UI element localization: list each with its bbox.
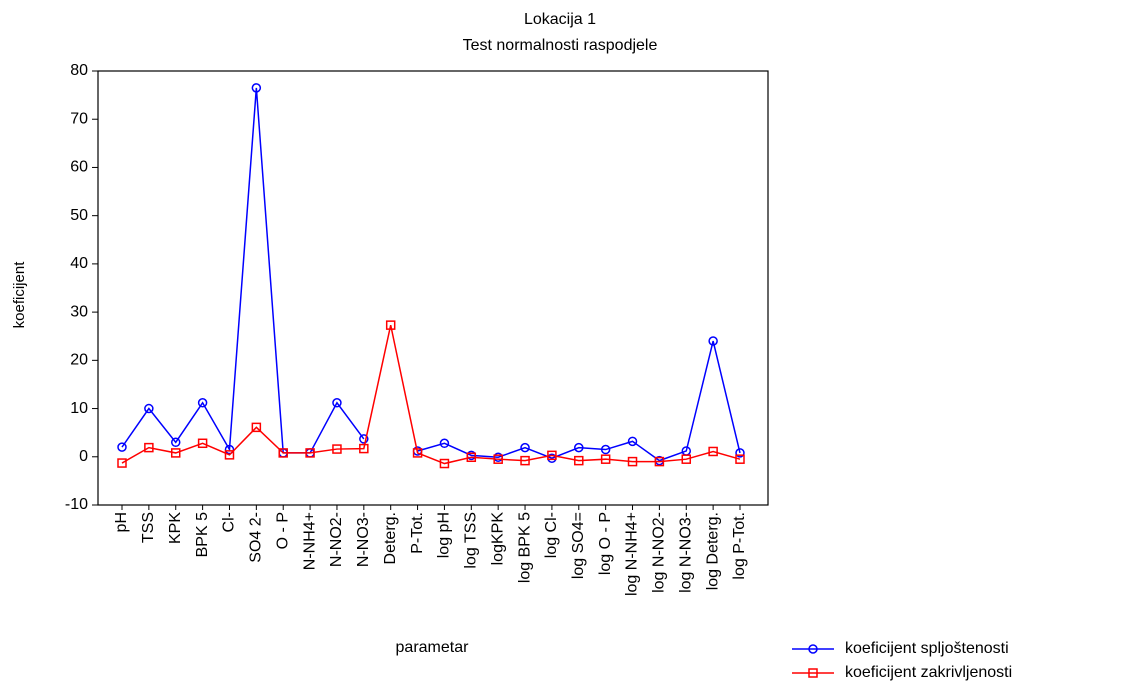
x-tick-label: log P-Tot. (731, 512, 748, 580)
point (574, 455, 584, 466)
plot-frame (97, 70, 769, 506)
x-axis-label: parametar (396, 639, 470, 656)
point (439, 438, 450, 449)
point (600, 454, 611, 464)
point (224, 444, 235, 455)
point (466, 452, 477, 463)
point (251, 83, 262, 93)
x-tick-label: N-NH4+ (301, 512, 318, 570)
y-tick-label: 30 (70, 303, 88, 320)
point (493, 454, 503, 464)
series-line (121, 87, 741, 462)
legend-label: koeficijent zakrivljenosti (845, 664, 1012, 681)
x-tick-label: log Deterg. (704, 512, 721, 590)
point (197, 438, 208, 449)
x-tick-label: pH (113, 512, 130, 532)
point (547, 450, 557, 461)
point (627, 456, 638, 467)
chart-title: Lokacija 1 (524, 11, 596, 28)
y-tick-label: 10 (70, 400, 88, 417)
point (197, 398, 208, 408)
legend-marker (808, 644, 818, 654)
y-tick-label: 80 (70, 62, 88, 79)
x-tick-label: BPK 5 (194, 512, 211, 557)
chart-subtitle: Test normalnosti raspodjele (463, 37, 658, 54)
point (439, 458, 450, 469)
x-tick-label: Cl- (221, 512, 238, 532)
point (600, 444, 611, 455)
x-tick-label: N-NO3- (355, 512, 372, 567)
legend-marker (808, 668, 818, 678)
x-tick-label: log N-NO2- (651, 512, 668, 593)
point (627, 436, 638, 447)
point (412, 448, 423, 458)
x-tick-label: log pH (436, 512, 453, 558)
point (117, 458, 127, 468)
point (520, 455, 530, 466)
x-tick-label: SO4 2- (248, 512, 265, 563)
x-tick-label: log N-NH4+ (624, 512, 641, 596)
x-tick-label: N-NO2- (328, 512, 345, 567)
point (144, 403, 154, 414)
x-tick-label: log BPK 5 (516, 512, 533, 583)
x-tick-label: Deterg. (382, 512, 399, 564)
x-tick-label: O - P (274, 512, 291, 549)
point (654, 456, 665, 467)
x-tick-label: log Cl- (543, 512, 560, 558)
x-tick-label: logKPK (489, 512, 506, 566)
point (359, 443, 369, 454)
point (251, 422, 262, 433)
point (278, 448, 288, 458)
point (574, 442, 584, 453)
y-tick-label: 60 (70, 159, 88, 176)
y-tick-label: 20 (70, 352, 88, 369)
point (681, 454, 692, 464)
y-tick-label: 40 (70, 255, 88, 272)
point (385, 320, 396, 330)
y-tick-label: 0 (79, 448, 88, 465)
point (170, 448, 181, 458)
y-tick-label: 70 (70, 110, 88, 127)
point (359, 434, 369, 444)
series-line (121, 324, 741, 465)
point (144, 442, 154, 453)
x-tick-label: log N-NO3- (677, 512, 694, 593)
x-tick-label: TSS (140, 512, 157, 543)
y-tick-label: 50 (70, 207, 88, 224)
point (170, 437, 181, 448)
legend-label: koeficijent spljoštenosti (845, 640, 1009, 657)
x-tick-label: KPK (167, 512, 184, 544)
x-tick-label: log SO4= (570, 512, 587, 579)
point (708, 336, 718, 346)
point (332, 444, 342, 454)
x-tick-label: P-Tot. (409, 512, 426, 554)
point (735, 454, 745, 464)
y-axis-label: koeficijent (11, 261, 28, 329)
x-tick-label: log O - P (597, 512, 614, 575)
y-tick-label: -10 (65, 496, 88, 513)
point (224, 450, 235, 460)
point (117, 442, 127, 452)
point (735, 448, 745, 458)
x-tick-label: log TSS (463, 512, 480, 569)
point (520, 442, 530, 453)
point (305, 448, 315, 458)
point (708, 446, 718, 457)
point (332, 398, 342, 408)
